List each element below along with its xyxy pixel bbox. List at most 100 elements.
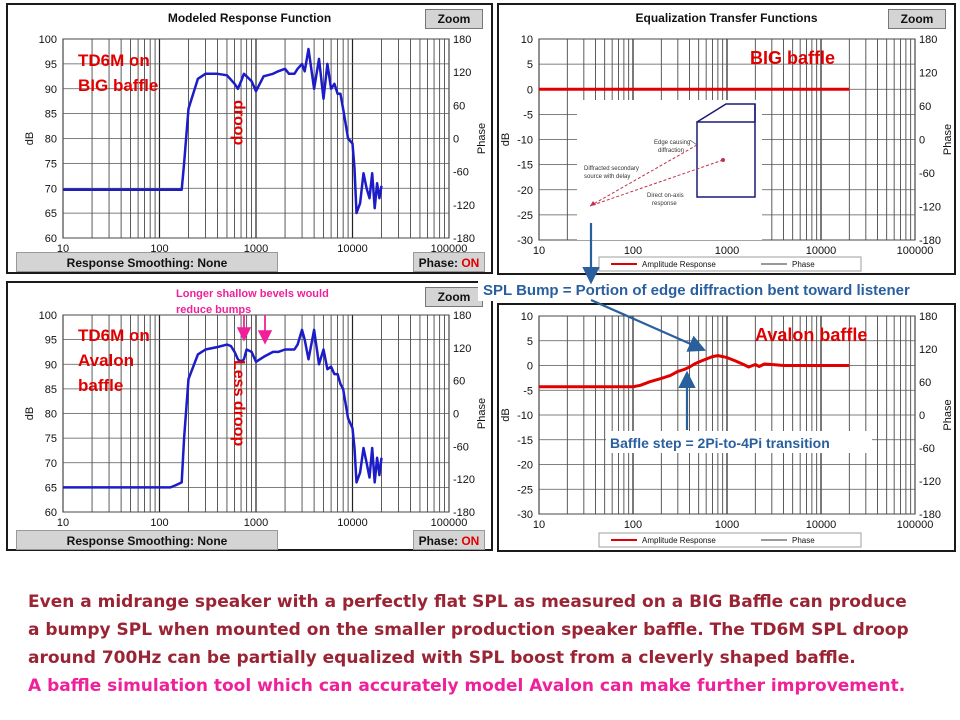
y2-tick-label: -60 [453, 167, 469, 179]
y-axis-label: dB [500, 408, 512, 421]
y2-tick-label: 60 [919, 101, 931, 113]
y-tick-label: -20 [517, 460, 533, 472]
y2-tick-label: 60 [453, 376, 465, 388]
y-tick-label: -25 [517, 210, 533, 222]
y-tick-label: -5 [523, 385, 533, 397]
spl-bump-box [478, 277, 952, 301]
y-tick-label: 10 [521, 34, 533, 46]
panel-eq-big: Equalization Transfer Functions Zoom -30… [497, 3, 956, 275]
y-tick-label: 80 [45, 409, 57, 421]
legend-label-amplitude: Amplitude Response [642, 536, 716, 545]
y2-tick-label: -180 [453, 233, 475, 245]
y2-tick-label: 120 [919, 68, 937, 80]
y2-tick-label: 120 [919, 344, 937, 356]
y-tick-label: -10 [517, 135, 533, 147]
y2-tick-label: -180 [453, 507, 475, 519]
y-tick-label: 95 [45, 59, 57, 71]
caption-line-1: Even a midrange speaker with a perfectly… [28, 592, 907, 612]
legend-label-phase: Phase [792, 260, 815, 269]
zoom-button[interactable]: Zoom [425, 287, 483, 307]
y2-tick-label: -120 [919, 202, 941, 214]
series-line [539, 354, 850, 389]
phase-toggle[interactable]: Phase: ON [413, 252, 485, 272]
y-tick-label: 100 [39, 310, 57, 322]
eq-chart-big: -30 -25 -20 -15 -10 -5 0 5 10 -180 -120 -60 0 60 120 18… [500, 34, 954, 272]
y-tick-label: -30 [517, 235, 533, 247]
smoothing-button[interactable]: Response Smoothing: None [16, 252, 278, 272]
y-tick-label: 95 [45, 335, 57, 347]
x-tick-label: 10 [57, 517, 69, 529]
y2-tick-label: -120 [453, 200, 475, 212]
y-tick-label: 85 [45, 384, 57, 396]
y-tick-label: 90 [45, 359, 57, 371]
y-tick-label: -30 [517, 509, 533, 521]
y2-tick-label: 0 [453, 409, 459, 421]
y-tick-label: 70 [45, 458, 57, 470]
eq-chart-avalon: -30 -25 -20 -15 -10 -5 0 5 10 -180 -120 -60 0 60 120 18… [500, 311, 954, 548]
x-tick-label: 100000 [897, 245, 934, 257]
y2-axis-label: Phase [942, 399, 954, 430]
y-tick-label: -15 [517, 435, 533, 447]
series-line [63, 328, 383, 489]
y-tick-label: 90 [45, 84, 57, 96]
smoothing-button[interactable]: Response Smoothing: None [16, 530, 278, 550]
y-tick-label: -25 [517, 484, 533, 496]
y-axis-label: dB [24, 407, 36, 420]
x-tick-label: 1000 [715, 519, 739, 531]
response-chart-avalon: 60 65 70 75 80 85 90 95 100 -180 -120 -60 0 60 120 180 1… [24, 310, 488, 529]
phase-label: Phase: [418, 256, 458, 270]
caption-line-2: a bumpy SPL when mounted on the smaller … [28, 620, 909, 640]
y2-tick-label: 180 [919, 311, 937, 323]
y-tick-label: -20 [517, 185, 533, 197]
phase-value: ON [461, 256, 480, 270]
y2-tick-label: 120 [453, 67, 471, 79]
y2-tick-label: 120 [453, 343, 471, 355]
y2-tick-label: -60 [453, 441, 469, 453]
x-tick-label: 100 [150, 517, 168, 529]
x-tick-label: 100 [624, 519, 642, 531]
panel-modeled-response-big: Modeled Response Function Zoom 60 65 70 75 8… [6, 3, 493, 274]
panel-modeled-response-avalon: Zoom 60 65 70 75 80 85 90 95 100 -180 -120 -60 0 60 12… [6, 281, 493, 551]
phase-label: Phase: [418, 534, 458, 548]
legend-label-phase: Phase [792, 536, 815, 545]
y-tick-label: 65 [45, 208, 57, 220]
y2-tick-label: 180 [453, 34, 471, 46]
y-tick-label: -10 [517, 410, 533, 422]
y-tick-label: 0 [527, 361, 533, 373]
y-tick-label: 60 [45, 507, 57, 519]
phase-toggle[interactable]: Phase: ON [413, 530, 485, 550]
y-tick-label: 70 [45, 183, 57, 195]
spl-bump-note: SPL Bump = Portion of edge diffraction b… [483, 282, 910, 299]
zoom-button[interactable]: Zoom [888, 9, 946, 29]
y2-tick-label: -60 [919, 168, 935, 180]
x-tick-label: 10000 [337, 243, 368, 255]
zoom-button[interactable]: Zoom [425, 9, 483, 29]
y-tick-label: 60 [45, 233, 57, 245]
response-chart-big: 60 65 70 75 80 85 90 95 100 -180 -120 -60 0 60 120 180 1… [24, 34, 488, 255]
legend-box [598, 532, 862, 548]
y2-axis-label: Phase [942, 124, 954, 155]
y-tick-label: 85 [45, 109, 57, 121]
caption-line-4: A baffle simulation tool which can accur… [28, 676, 906, 696]
y-tick-label: 5 [527, 59, 533, 71]
chart-title: Equalization Transfer Functions [635, 11, 818, 25]
y-axis-label: dB [24, 132, 36, 145]
y2-tick-label: 180 [919, 34, 937, 46]
x-tick-label: 10000 [337, 517, 368, 529]
x-tick-label: 10 [533, 245, 545, 257]
y-tick-label: 75 [45, 433, 57, 445]
y-tick-label: -5 [523, 109, 533, 121]
y2-tick-label: -60 [919, 443, 935, 455]
legend-box [598, 256, 862, 272]
x-tick-label: 10000 [806, 245, 837, 257]
panel-eq-avalon: -30 -25 -20 -15 -10 -5 0 5 10 -180 -120 -60 0 60 120 18… [497, 303, 956, 552]
y-tick-label: 65 [45, 482, 57, 494]
y2-tick-label: 0 [919, 135, 925, 147]
caption-line-3: around 700Hz can be partially equalized … [28, 648, 856, 668]
y2-tick-label: 60 [453, 100, 465, 112]
y2-tick-label: -120 [919, 476, 941, 488]
y2-axis-label: Phase [476, 398, 488, 429]
y-tick-label: 75 [45, 158, 57, 170]
x-tick-label: 100 [624, 245, 642, 257]
y2-tick-label: -120 [453, 474, 475, 486]
